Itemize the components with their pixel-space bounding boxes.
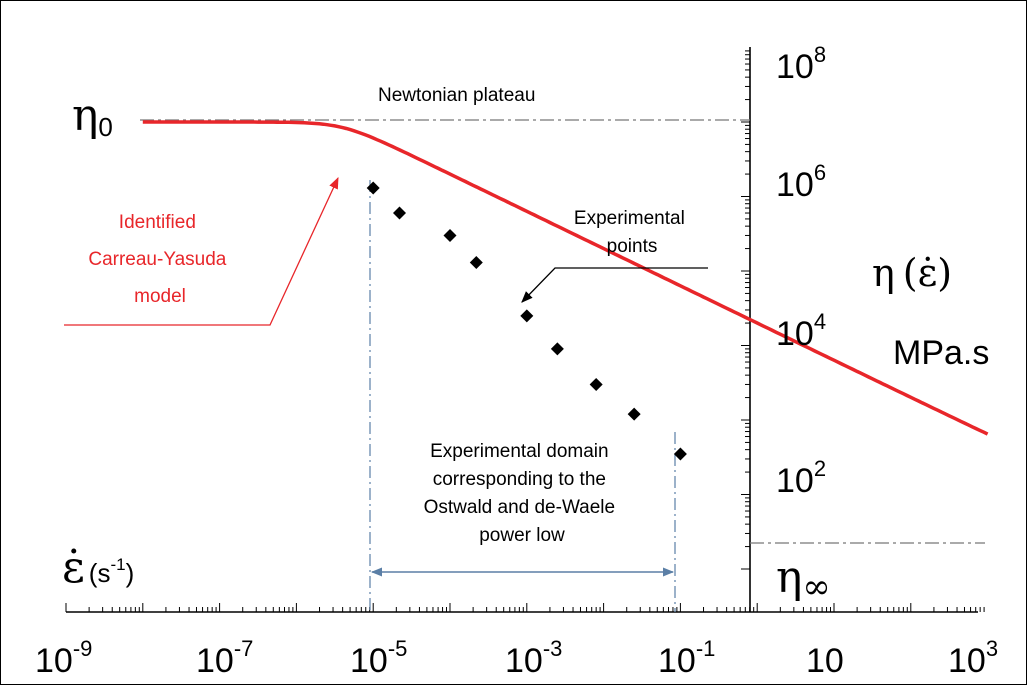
y-tick-label: 102: [776, 456, 826, 500]
experimental-point: [520, 309, 534, 323]
experimental-point: [366, 181, 380, 195]
experimental-point: [443, 228, 457, 242]
model-pointer-arrow: [64, 176, 339, 326]
eta0-label: η0: [72, 90, 113, 142]
experimental-point: [469, 256, 483, 270]
eta-inf-label: η∞: [776, 552, 831, 607]
x-tick-label: 103: [948, 636, 998, 680]
x-tick-label: 10-7: [196, 636, 253, 680]
experimental-points-label: Experimental points: [574, 208, 690, 257]
x-minor-ticks: [65, 603, 985, 612]
x-axis-label: ε̇ (s-1): [62, 542, 134, 593]
experimental-points: [366, 181, 687, 461]
y-minor-ticks: [741, 50, 750, 570]
y-axis-unit: MPa.s: [893, 334, 989, 372]
experimental-point: [627, 407, 641, 421]
y-tick-label: 104: [776, 309, 826, 353]
newtonian-plateau-label: Newtonian plateau: [378, 85, 535, 106]
points-pointer-arrow: [521, 267, 708, 303]
y-tick-labels: 108 106 104 102: [776, 42, 826, 500]
x-tick-label: 10-1: [658, 636, 715, 680]
y-tick-label: 106: [776, 160, 826, 204]
experimental-point: [550, 342, 564, 356]
carreau-yasuda-curve: [142, 120, 989, 436]
experimental-point: [673, 447, 687, 461]
experimental-point: [589, 377, 603, 391]
y-tick-label: 108: [776, 42, 826, 86]
model-label: Identified Carreau-Yasuda model: [88, 212, 231, 307]
x-tick-label: 10-3: [505, 636, 562, 680]
x-tick-label: 10: [806, 642, 844, 680]
domain-label: Experimental domain corresponding to the…: [424, 441, 621, 546]
experimental-point: [392, 206, 406, 220]
x-tick-label: 10-5: [350, 636, 407, 680]
x-tick-labels: 10-9 10-7 10-5 10-3 10-1 10 103: [35, 636, 998, 680]
x-tick-label: 10-9: [35, 636, 92, 680]
y-axis-label: η (ε̇): [872, 251, 952, 295]
